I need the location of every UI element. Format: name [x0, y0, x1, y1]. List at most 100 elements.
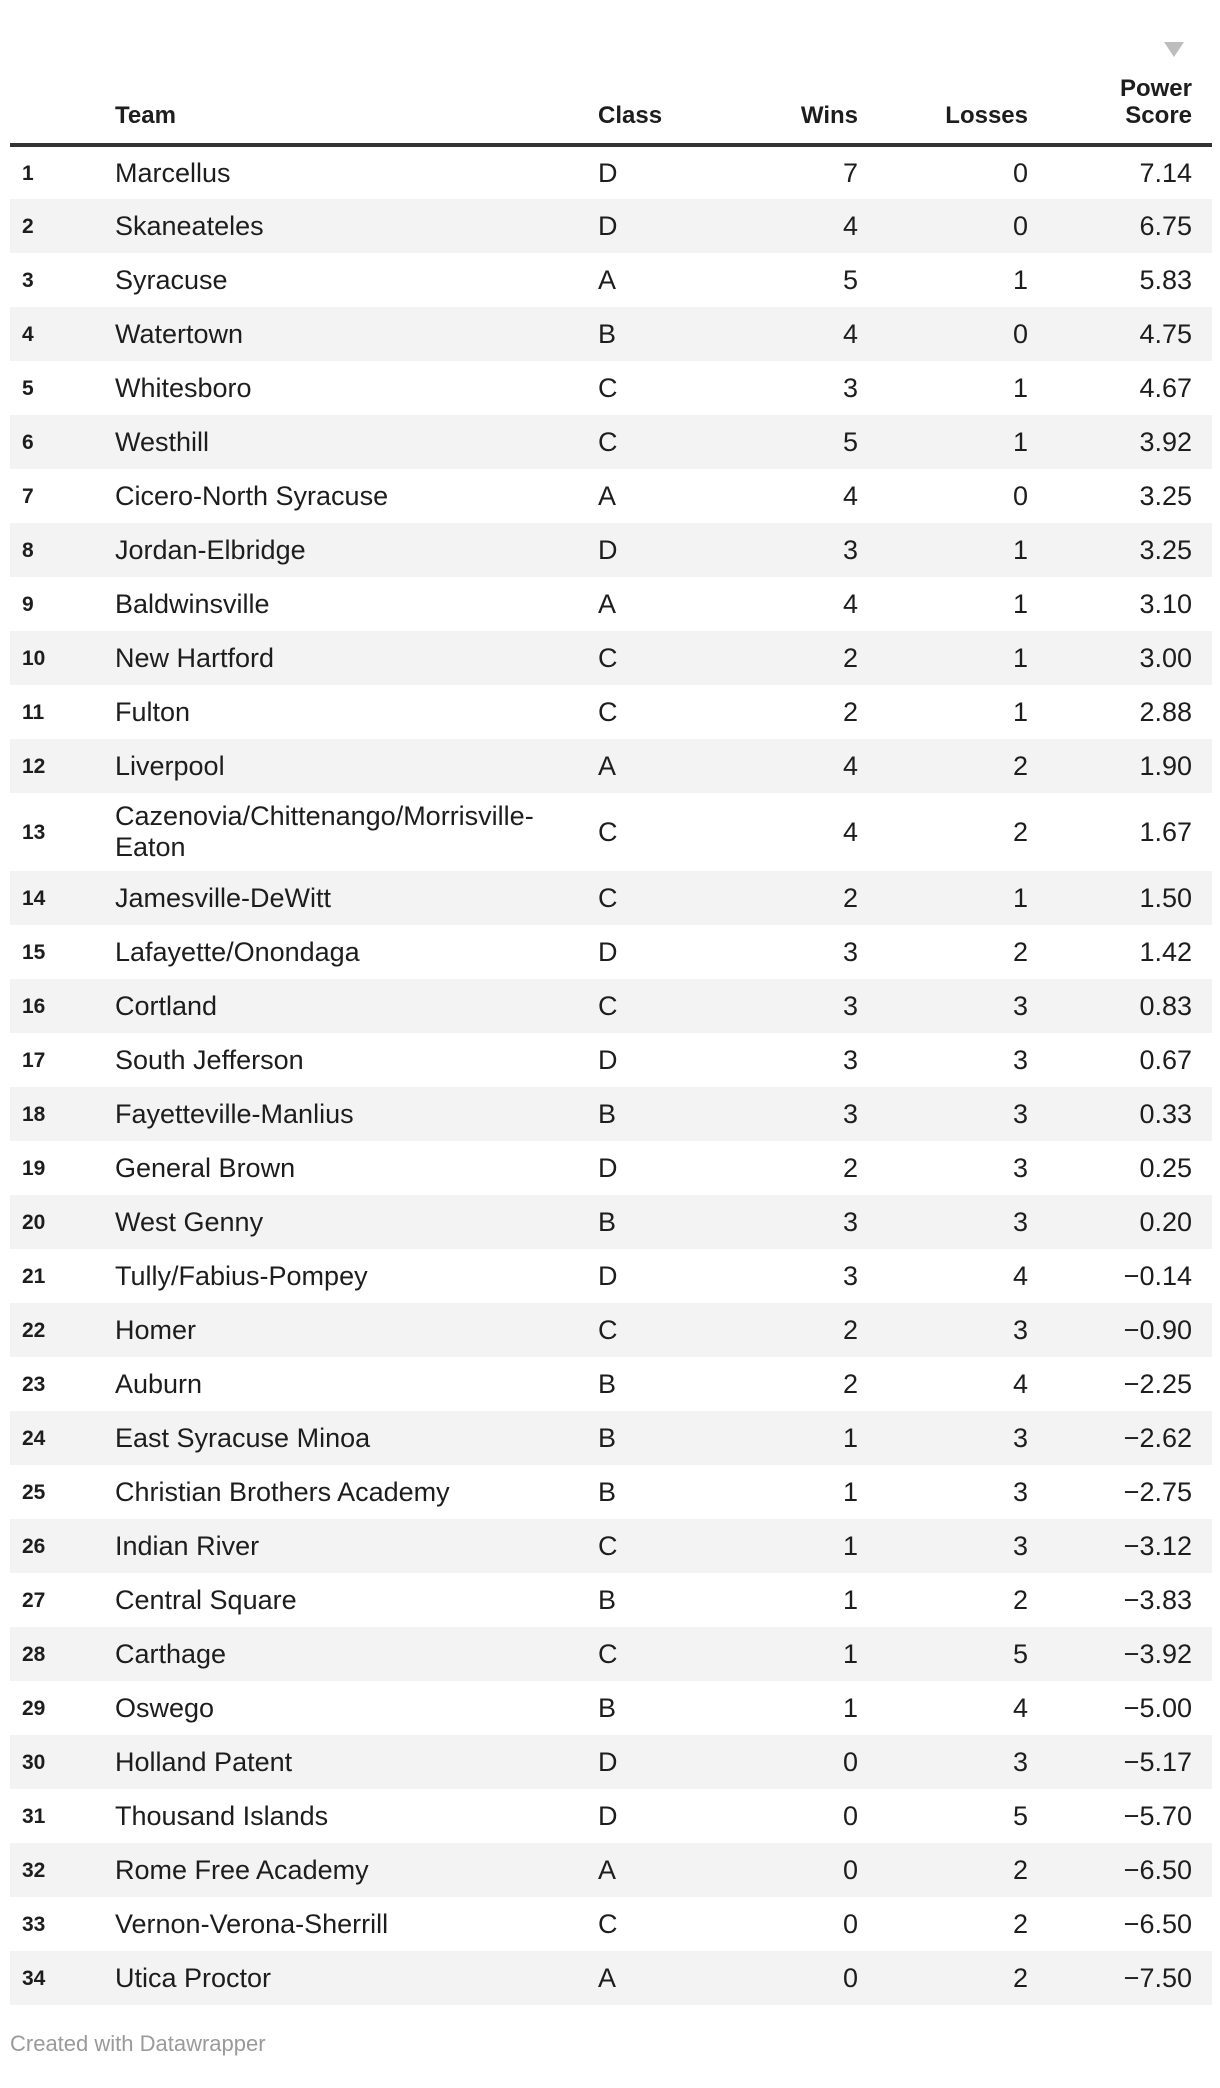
team-cell: Rome Free Academy	[115, 1854, 369, 1885]
table-row: 3 Syracuse A 5 1 5.83	[10, 253, 1212, 307]
power-score-cell: 3.10	[1139, 588, 1192, 619]
power-score-cell: −3.83	[1123, 1584, 1192, 1615]
wins-cell: 3	[842, 1098, 858, 1129]
table-row: 22 Homer C 2 3 −0.90	[10, 1303, 1212, 1357]
losses-cell: 5	[1012, 1638, 1028, 1669]
wins-cell: 3	[842, 1260, 858, 1291]
power-score-cell: −2.62	[1123, 1422, 1192, 1453]
team-cell: Carthage	[115, 1638, 227, 1669]
class-cell: D	[598, 1260, 618, 1291]
team-cell: Jordan-Elbridge	[115, 534, 306, 565]
team-cell: Thousand Islands	[115, 1800, 329, 1831]
wins-cell: 0	[842, 1908, 858, 1939]
class-cell: C	[598, 1530, 618, 1561]
table-row: 10 New Hartford C 2 1 3.00	[10, 631, 1212, 685]
losses-cell: 3	[1012, 1044, 1028, 1075]
team-cell: New Hartford	[115, 642, 275, 673]
table-row: 30 Holland Patent D 0 3 −5.17	[10, 1735, 1212, 1789]
table-row: 28 Carthage C 1 5 −3.92	[10, 1627, 1212, 1681]
losses-cell: 0	[1012, 210, 1028, 241]
credit-text[interactable]: Created with Datawrapper	[10, 2031, 266, 2056]
class-cell: D	[598, 1152, 618, 1183]
rank-cell: 25	[22, 1480, 46, 1504]
class-cell: A	[598, 588, 617, 619]
team-cell: Central Square	[115, 1584, 297, 1615]
table-row: 34 Utica Proctor A 0 2 −7.50	[10, 1951, 1212, 2005]
team-cell: Cicero-North Syracuse	[115, 480, 389, 511]
class-cell: B	[598, 1368, 617, 1399]
rank-cell: 23	[22, 1372, 46, 1396]
table-row: 32 Rome Free Academy A 0 2 −6.50	[10, 1843, 1212, 1897]
power-score-cell: 4.67	[1139, 372, 1192, 403]
class-cell: A	[598, 1962, 617, 1993]
losses-cell: 2	[1012, 1854, 1028, 1885]
wins-cell: 0	[842, 1800, 858, 1831]
table-row: 7 Cicero-North Syracuse A 4 0 3.25	[10, 469, 1212, 523]
class-cell: C	[598, 882, 618, 913]
class-cell: B	[598, 1206, 617, 1237]
losses-cell: 4	[1012, 1692, 1028, 1723]
rank-cell: 3	[22, 268, 34, 292]
power-score-cell: 6.75	[1139, 210, 1192, 241]
power-score-cell: −2.75	[1123, 1476, 1192, 1507]
header-rank[interactable]	[10, 0, 105, 147]
team-cell: Auburn	[115, 1368, 203, 1399]
rank-cell: 29	[22, 1696, 46, 1720]
wins-cell: 5	[842, 426, 858, 457]
class-cell: C	[598, 696, 618, 727]
wins-cell: 3	[842, 1206, 858, 1237]
wins-cell: 2	[842, 882, 858, 913]
rank-cell: 32	[22, 1858, 46, 1882]
table-row: 19 General Brown D 2 3 0.25	[10, 1141, 1212, 1195]
rank-cell: 1	[22, 161, 34, 185]
wins-cell: 2	[842, 642, 858, 673]
header-power-score[interactable]: Power Score	[1030, 0, 1212, 147]
rank-cell: 22	[22, 1318, 46, 1342]
power-score-cell: 3.25	[1139, 480, 1192, 511]
losses-cell: 3	[1012, 1098, 1028, 1129]
power-score-cell: 0.25	[1139, 1152, 1192, 1183]
table-row: 6 Westhill C 5 1 3.92	[10, 415, 1212, 469]
table-row: 31 Thousand Islands D 0 5 −5.70	[10, 1789, 1212, 1843]
table-row: 1 Marcellus D 7 0 7.14	[10, 145, 1212, 199]
class-cell: B	[598, 1584, 617, 1615]
wins-cell: 2	[842, 1314, 858, 1345]
table-row: 4 Watertown B 4 0 4.75	[10, 307, 1212, 361]
losses-cell: 3	[1012, 1530, 1028, 1561]
power-score-cell: −6.50	[1123, 1854, 1192, 1885]
header-class[interactable]: Class	[590, 0, 720, 147]
losses-cell: 3	[1012, 1314, 1028, 1345]
table-row: 29 Oswego B 1 4 −5.00	[10, 1681, 1212, 1735]
sort-descending-icon	[1164, 42, 1184, 57]
rank-cell: 19	[22, 1156, 46, 1180]
class-cell: D	[598, 534, 618, 565]
team-cell: Oswego	[115, 1692, 215, 1723]
header-wins[interactable]: Wins	[720, 0, 860, 147]
wins-cell: 3	[842, 1044, 858, 1075]
losses-cell: 3	[1012, 1422, 1028, 1453]
table-row: 15 Lafayette/Onondaga D 3 2 1.42	[10, 925, 1212, 979]
header-losses[interactable]: Losses	[860, 0, 1030, 147]
table-row: 11 Fulton C 2 1 2.88	[10, 685, 1212, 739]
power-score-cell: 3.25	[1139, 534, 1192, 565]
class-cell: A	[598, 264, 617, 295]
team-cell: East Syracuse Minoa	[115, 1422, 371, 1453]
power-score-cell: 0.33	[1139, 1098, 1192, 1129]
wins-cell: 2	[842, 1368, 858, 1399]
team-cell: Christian Brothers Academy	[115, 1476, 450, 1507]
wins-cell: 0	[842, 1854, 858, 1885]
wins-cell: 3	[842, 534, 858, 565]
losses-cell: 2	[1012, 816, 1028, 847]
rank-cell: 20	[22, 1210, 46, 1234]
power-score-cell: −2.25	[1123, 1368, 1192, 1399]
team-cell: Jamesville-DeWitt	[115, 882, 332, 913]
class-cell: C	[598, 372, 618, 403]
team-cell: Homer	[115, 1314, 197, 1345]
power-score-cell: 3.92	[1139, 426, 1192, 457]
wins-cell: 0	[842, 1746, 858, 1777]
header-team[interactable]: Team	[105, 0, 590, 147]
wins-cell: 3	[842, 936, 858, 967]
losses-cell: 3	[1012, 1476, 1028, 1507]
class-cell: B	[598, 1422, 617, 1453]
power-score-cell: 0.20	[1139, 1206, 1192, 1237]
